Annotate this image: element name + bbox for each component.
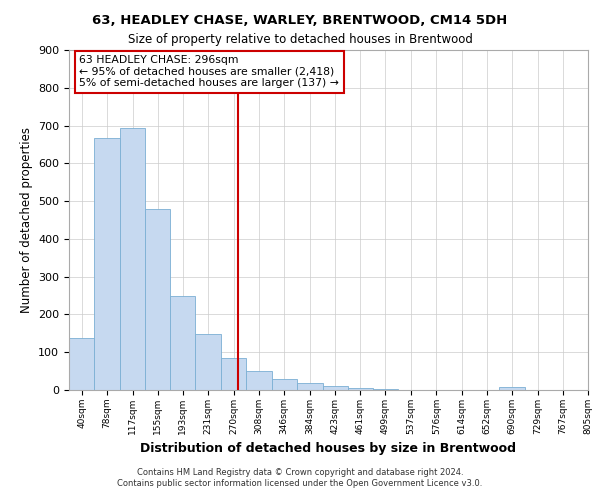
Bar (145, 208, 170, 390)
Bar (221, 358, 247, 390)
X-axis label: Distribution of detached houses by size in Brentwood: Distribution of detached houses by size … (140, 442, 517, 456)
Bar (323, 386, 347, 390)
Bar (170, 296, 196, 390)
Text: Contains HM Land Registry data © Crown copyright and database right 2024.
Contai: Contains HM Land Registry data © Crown c… (118, 468, 482, 487)
Bar (196, 334, 221, 390)
Bar (272, 380, 297, 390)
Text: 63, HEADLEY CHASE, WARLEY, BRENTWOOD, CM14 5DH: 63, HEADLEY CHASE, WARLEY, BRENTWOOD, CM… (92, 14, 508, 27)
Bar (247, 371, 272, 390)
Bar (69, 338, 94, 390)
Bar (499, 387, 525, 390)
Bar (373, 389, 398, 390)
Text: Size of property relative to detached houses in Brentwood: Size of property relative to detached ho… (128, 32, 472, 46)
Bar (120, 128, 145, 390)
Text: 63 HEADLEY CHASE: 296sqm
← 95% of detached houses are smaller (2,418)
5% of semi: 63 HEADLEY CHASE: 296sqm ← 95% of detach… (79, 55, 339, 88)
Bar (347, 388, 373, 390)
Bar (297, 383, 323, 390)
Y-axis label: Number of detached properties: Number of detached properties (20, 127, 32, 313)
Bar (94, 138, 120, 390)
